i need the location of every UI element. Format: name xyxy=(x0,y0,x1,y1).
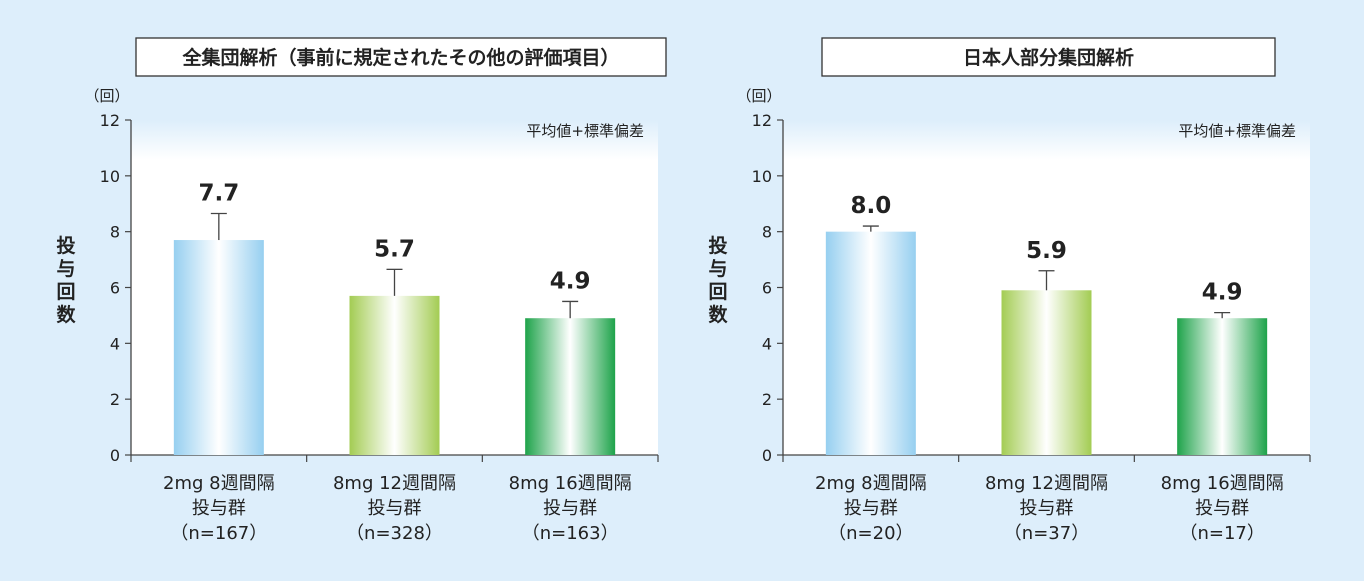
data-label: 4.9 xyxy=(550,268,591,294)
y-tick-label: 12 xyxy=(100,111,120,130)
data-label: 4.9 xyxy=(1202,280,1243,306)
chart-panel-1: 全集団解析（事前に規定されたその他の評価項目） 平均値+標準偏差 （回） 投与回数 0 2… xyxy=(56,37,667,544)
y-tick-label: 2 xyxy=(110,390,120,409)
data-label: 7.7 xyxy=(198,181,239,207)
x-tick-label: 投与群 xyxy=(844,498,898,519)
y-tick-label: 0 xyxy=(762,446,772,465)
x-tick-label: 投与群 xyxy=(1020,498,1074,519)
x-tick-label: 投与群 xyxy=(192,498,246,519)
x-tick-label: 8mg 16週間隔 xyxy=(509,473,632,494)
y-tick-label: 8 xyxy=(110,223,120,242)
y-axis-label: 投与回数 xyxy=(56,234,76,326)
x-tick-label: （n=37） xyxy=(1004,523,1089,544)
data-label: 5.9 xyxy=(1026,238,1067,264)
x-tick-label: 8mg 12週間隔 xyxy=(985,473,1108,494)
x-tick-label: （n=167） xyxy=(170,523,267,544)
y-tick-label: 12 xyxy=(752,111,772,130)
stat-note: 平均値+標準偏差 xyxy=(526,122,644,140)
chart-title-box xyxy=(821,37,1276,77)
y-axis-unit: （回） xyxy=(736,87,781,105)
y-tick-label: 6 xyxy=(110,279,120,298)
y-tick-label: 2 xyxy=(762,390,772,409)
chart-title: 日本人部分集団解析 xyxy=(963,46,1134,69)
bar xyxy=(1177,318,1268,455)
y-axis-label: 投与回数 xyxy=(708,234,728,326)
bar xyxy=(525,318,616,455)
chart-title-box xyxy=(135,37,667,77)
x-tick-label: 投与群 xyxy=(368,498,422,519)
y-axis-unit: （回） xyxy=(84,87,129,105)
data-label: 8.0 xyxy=(850,193,891,219)
bar xyxy=(173,240,264,455)
x-tick-label: 投与群 xyxy=(1195,498,1249,519)
x-tick-label: （n=20） xyxy=(828,523,913,544)
x-tick-label: （n=17） xyxy=(1179,523,1264,544)
y-tick-label: 0 xyxy=(110,446,120,465)
x-tick-label: 8mg 16週間隔 xyxy=(1161,473,1284,494)
y-tick-label: 4 xyxy=(110,334,120,353)
y-tick-label: 6 xyxy=(762,279,772,298)
x-tick-label: 2mg 8週間隔 xyxy=(815,473,927,494)
stat-note: 平均値+標準偏差 xyxy=(1178,122,1296,140)
bar xyxy=(825,231,916,455)
chart-title: 全集団解析（事前に規定されたその他の評価項目） xyxy=(181,46,619,69)
bar xyxy=(1001,290,1092,455)
x-tick-label: 投与群 xyxy=(543,498,597,519)
y-tick-label: 10 xyxy=(752,167,772,186)
y-tick-label: 10 xyxy=(100,167,120,186)
y-tick-label: 8 xyxy=(762,223,772,242)
bar xyxy=(349,295,440,455)
x-tick-label: 2mg 8週間隔 xyxy=(163,473,275,494)
x-tick-label: 8mg 12週間隔 xyxy=(333,473,456,494)
data-label: 5.7 xyxy=(374,236,415,262)
x-tick-label: （n=328） xyxy=(346,523,443,544)
y-tick-label: 4 xyxy=(762,334,772,353)
x-tick-label: （n=163） xyxy=(522,523,619,544)
